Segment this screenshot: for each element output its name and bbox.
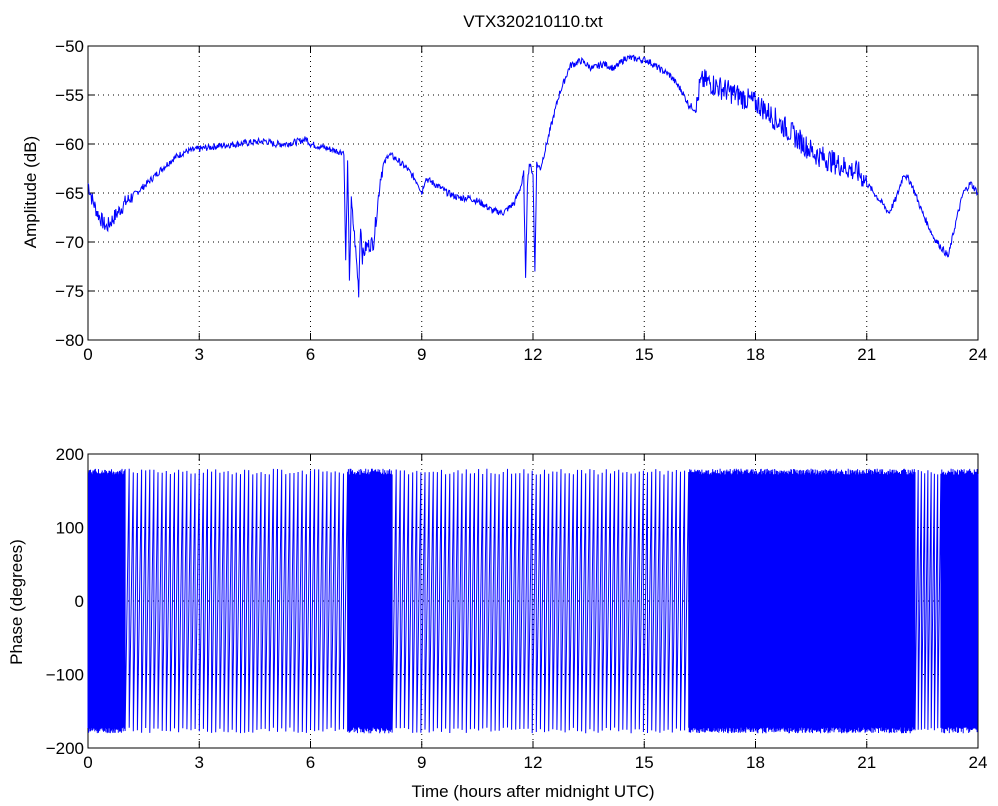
amplitude-y-tick-label: −55 <box>55 86 84 105</box>
amplitude-y-axis-label: Amplitude (dB) <box>21 136 40 248</box>
phase-x-tick-label: 9 <box>417 753 426 772</box>
phase-x-tick-label: 6 <box>306 753 315 772</box>
amplitude-plot: 0 3 6 9 12 15 18 21 24 −80 −75 −70 −65 −60 −55 −50 <box>55 37 987 364</box>
phase-x-tick-label: 18 <box>746 753 765 772</box>
amplitude-y-tick-label: −70 <box>55 233 84 252</box>
phase-y-tick-label: 100 <box>56 519 84 538</box>
phase-y-axis-label: Phase (degrees) <box>7 539 26 665</box>
amplitude-y-tick-label: −75 <box>55 282 84 301</box>
phase-y-tick-label: 0 <box>75 592 84 611</box>
phase-x-tick-label: 21 <box>857 753 876 772</box>
chart-title: VTX320210110.txt <box>463 12 603 31</box>
amplitude-x-tick-label: 21 <box>857 345 876 364</box>
phase-y-tick-label: −100 <box>46 666 84 685</box>
amplitude-y-tick-label: −80 <box>55 331 84 350</box>
phase-x-tick-label: 0 <box>83 753 92 772</box>
amplitude-x-tick-label: 3 <box>195 345 204 364</box>
amplitude-y-tick-label: −65 <box>55 184 84 203</box>
amplitude-y-tick-label: −50 <box>55 37 84 56</box>
phase-x-tick-label: 3 <box>195 753 204 772</box>
amplitude-x-tick-label: 9 <box>417 345 426 364</box>
phase-x-tick-label: 15 <box>635 753 654 772</box>
amplitude-series-line <box>87 54 979 298</box>
amplitude-x-tick-label: 0 <box>83 345 92 364</box>
phase-y-tick-label: 200 <box>56 445 84 464</box>
phase-series-line <box>87 468 979 734</box>
phase-y-tick-label: −200 <box>46 739 84 758</box>
phase-plot: 0 3 6 9 12 15 18 21 24 −200 −100 0 100 200 <box>46 445 988 772</box>
phase-x-axis-label: Time (hours after midnight UTC) <box>411 782 654 801</box>
amplitude-x-tick-label: 24 <box>969 345 988 364</box>
amplitude-x-tick-label: 6 <box>306 345 315 364</box>
amplitude-x-tick-label: 18 <box>746 345 765 364</box>
amplitude-x-tick-label: 15 <box>635 345 654 364</box>
phase-x-tick-label: 24 <box>969 753 988 772</box>
amplitude-x-tick-label: 12 <box>524 345 543 364</box>
amplitude-y-tick-label: −60 <box>55 135 84 154</box>
phase-x-tick-label: 12 <box>524 753 543 772</box>
